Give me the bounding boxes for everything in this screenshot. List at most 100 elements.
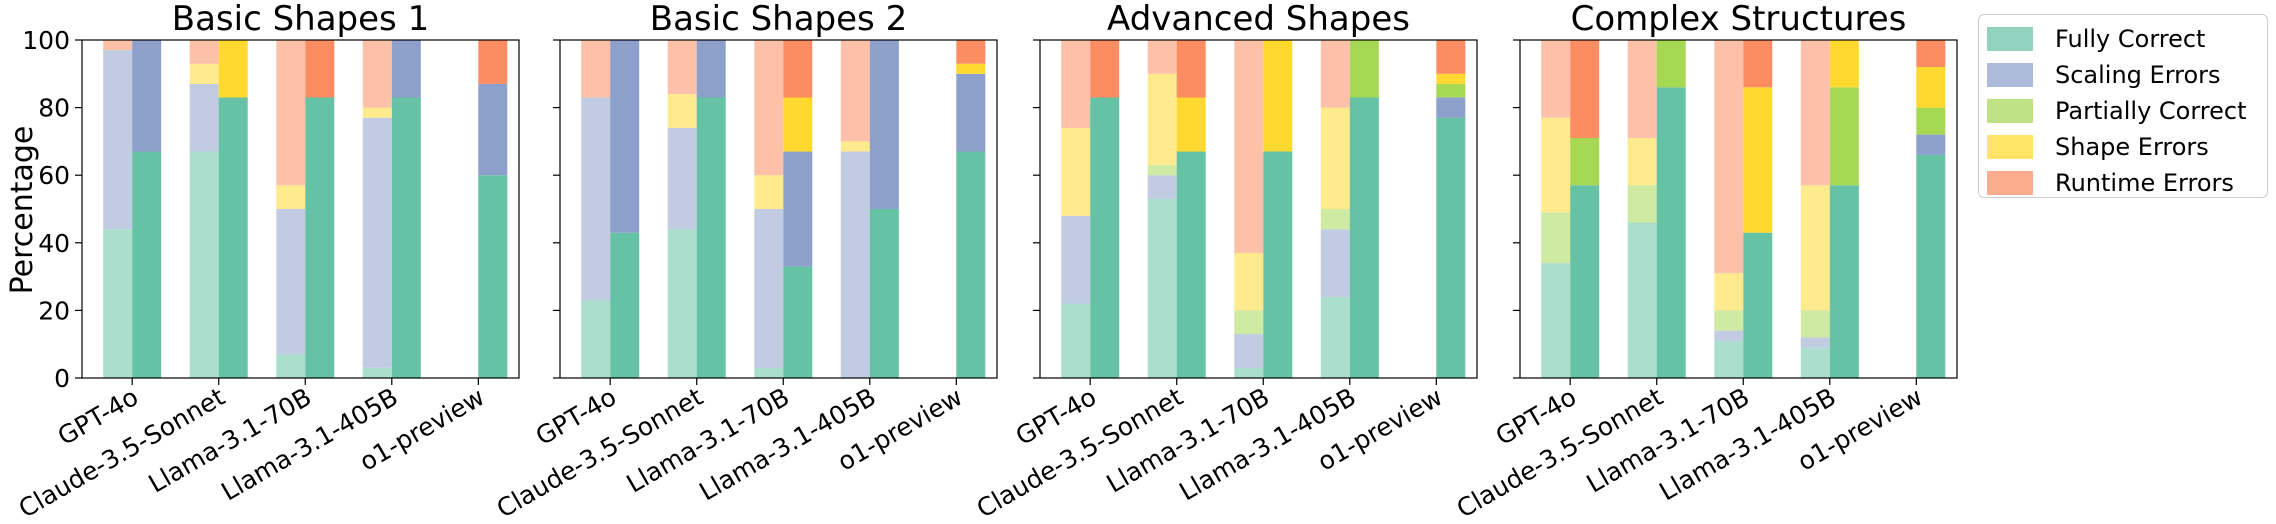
bar-fully-correct-claude-3-5-sonnet-dark <box>696 97 726 378</box>
bar-shape-errors-llama-3-1-70b-light <box>1234 252 1264 311</box>
legend-swatch <box>1987 135 2033 159</box>
bar-fully-correct-gpt-4o-light <box>1541 263 1571 378</box>
legend-label: Runtime Errors <box>2055 169 2234 197</box>
bar-fully-correct-claude-3-5-sonnet-dark <box>1176 151 1206 378</box>
bar-scaling-errors-llama-3-1-70b-light <box>1714 330 1744 341</box>
bar-runtime-errors-gpt-4o-dark <box>1090 40 1120 98</box>
bar-scaling-errors-o1-preview-dark <box>478 83 508 176</box>
bar-fully-correct-llama-3-1-70b-dark <box>783 266 813 378</box>
bar-partially-correct-claude-3-5-sonnet-light <box>1147 165 1177 176</box>
panel-complex-structures: Complex StructuresGPT-4oClaude-3.5-Sonne… <box>1452 0 1958 524</box>
bar-shape-errors-llama-3-1-70b-light <box>1714 273 1744 311</box>
bar-shape-errors-gpt-4o-light <box>1061 127 1091 216</box>
bar-fully-correct-llama-3-1-70b-dark <box>305 97 335 378</box>
bar-runtime-errors-gpt-4o-light <box>103 40 133 51</box>
panel-title: Basic Shapes 2 <box>650 0 907 39</box>
panel-basic-shapes-1: Basic Shapes 1020406080100GPT-4oClaude-3… <box>14 0 520 524</box>
bar-shape-errors-gpt-4o-light <box>1541 117 1571 213</box>
bar-fully-correct-claude-3-5-sonnet-dark <box>218 97 248 378</box>
bar-fully-correct-llama-3-1-70b-light <box>754 367 784 378</box>
bar-scaling-errors-claude-3-5-sonnet-light <box>1147 175 1177 199</box>
legend-swatch <box>1987 63 2033 87</box>
panel-title: Basic Shapes 1 <box>172 0 429 39</box>
bar-fully-correct-llama-3-1-405b-dark <box>1829 185 1859 378</box>
bar-runtime-errors-llama-3-1-70b-light <box>1234 40 1264 253</box>
bar-runtime-errors-llama-3-1-405b-light <box>362 40 392 108</box>
legend: Fully Correct Scaling Errors Partially Cor… <box>1978 14 2268 198</box>
legend-swatch <box>1987 99 2033 123</box>
bar-scaling-errors-llama-3-1-70b-light <box>754 209 784 368</box>
bar-scaling-errors-claude-3-5-sonnet-dark <box>696 40 726 98</box>
bar-fully-correct-llama-3-1-70b-light <box>1714 340 1744 378</box>
bar-fully-correct-gpt-4o-dark <box>610 232 640 378</box>
bar-fully-correct-llama-3-1-70b-light <box>276 354 306 378</box>
bar-scaling-errors-llama-3-1-405b-light <box>1800 337 1830 348</box>
bar-shape-errors-llama-3-1-405b-dark <box>1829 40 1859 88</box>
bar-scaling-errors-gpt-4o-dark <box>132 40 162 152</box>
bar-fully-correct-o1-preview-dark <box>1436 117 1466 378</box>
bar-runtime-errors-llama-3-1-70b-light <box>276 40 306 186</box>
bar-partially-correct-gpt-4o-dark <box>1570 138 1600 186</box>
bar-fully-correct-gpt-4o-dark <box>1090 97 1120 378</box>
bar-runtime-errors-llama-3-1-70b-dark <box>1743 40 1773 88</box>
bar-shape-errors-llama-3-1-70b-dark <box>1263 40 1293 152</box>
bar-scaling-errors-gpt-4o-light <box>103 50 133 230</box>
legend-label: Fully Correct <box>2055 25 2206 53</box>
bar-runtime-errors-gpt-4o-light <box>581 40 611 98</box>
axes-frame <box>81 39 520 379</box>
bar-runtime-errors-llama-3-1-405b-light <box>840 40 870 142</box>
legend-item-scaling-errors: Scaling Errors <box>1987 57 2259 93</box>
bar-shape-errors-claude-3-5-sonnet-light <box>1147 73 1177 166</box>
legend-label: Partially Correct <box>2055 97 2247 125</box>
bar-scaling-errors-llama-3-1-405b-light <box>840 151 870 378</box>
bar-fully-correct-llama-3-1-405b-dark <box>1349 97 1379 378</box>
bar-shape-errors-llama-3-1-70b-light <box>276 185 306 209</box>
bar-scaling-errors-llama-3-1-405b-dark <box>869 40 899 209</box>
bar-partially-correct-claude-3-5-sonnet-light <box>1627 185 1657 223</box>
bar-shape-errors-llama-3-1-70b-light <box>754 175 784 209</box>
bar-fully-correct-o1-preview-dark <box>1916 154 1946 378</box>
bar-shape-errors-llama-3-1-405b-light <box>840 141 870 152</box>
legend-item-partially-correct: Partially Correct <box>1987 93 2259 129</box>
bar-partially-correct-gpt-4o-light <box>1541 212 1571 264</box>
bar-runtime-errors-o1-preview-dark <box>1436 40 1466 74</box>
bar-runtime-errors-o1-preview-dark <box>1916 40 1946 67</box>
bar-fully-correct-llama-3-1-405b-light <box>362 367 392 378</box>
bar-partially-correct-llama-3-1-70b-light <box>1714 310 1744 331</box>
bar-scaling-errors-llama-3-1-405b-light <box>362 117 392 368</box>
panel-title: Complex Structures <box>1571 0 1907 39</box>
bar-fully-correct-llama-3-1-405b-light <box>1800 347 1830 378</box>
bar-scaling-errors-llama-3-1-405b-light <box>1320 229 1350 297</box>
bar-shape-errors-claude-3-5-sonnet-dark <box>218 40 248 98</box>
bar-shape-errors-llama-3-1-405b-light <box>362 107 392 118</box>
bar-scaling-errors-o1-preview-dark <box>1436 97 1466 118</box>
bar-scaling-errors-claude-3-5-sonnet-light <box>189 83 219 152</box>
bar-fully-correct-gpt-4o-dark <box>1570 185 1600 378</box>
bar-scaling-errors-gpt-4o-light <box>581 97 611 301</box>
bar-runtime-errors-llama-3-1-70b-dark <box>305 40 335 98</box>
bar-partially-correct-llama-3-1-405b-dark <box>1349 40 1379 98</box>
axes-frame <box>1519 39 1958 379</box>
bar-scaling-errors-gpt-4o-dark <box>610 40 640 233</box>
y-tick-label: 40 <box>38 229 70 258</box>
y-tick-label: 80 <box>38 94 70 123</box>
panel-basic-shapes-2: Basic Shapes 2GPT-4oClaude-3.5-SonnetLla… <box>492 0 998 524</box>
bar-fully-correct-gpt-4o-light <box>103 229 133 378</box>
bar-partially-correct-o1-preview-dark <box>1436 83 1466 98</box>
bar-shape-errors-claude-3-5-sonnet-dark <box>1176 97 1206 152</box>
bar-runtime-errors-llama-3-1-70b-dark <box>783 40 813 98</box>
bar-scaling-errors-llama-3-1-70b-dark <box>783 151 813 267</box>
bar-partially-correct-o1-preview-dark <box>1916 107 1946 135</box>
bar-shape-errors-claude-3-5-sonnet-light <box>667 94 697 128</box>
legend-item-runtime-errors: Runtime Errors <box>1987 165 2259 201</box>
bar-scaling-errors-o1-preview-dark <box>956 73 986 152</box>
legend-swatch <box>1987 171 2033 195</box>
bar-scaling-errors-llama-3-1-70b-light <box>276 209 306 355</box>
bar-scaling-errors-o1-preview-dark <box>1916 134 1946 155</box>
bar-runtime-errors-llama-3-1-405b-light <box>1320 40 1350 108</box>
bar-fully-correct-claude-3-5-sonnet-light <box>667 229 697 378</box>
bar-fully-correct-claude-3-5-sonnet-light <box>1147 198 1177 378</box>
bar-fully-correct-claude-3-5-sonnet-light <box>1627 222 1657 378</box>
bar-shape-errors-claude-3-5-sonnet-light <box>189 63 219 84</box>
